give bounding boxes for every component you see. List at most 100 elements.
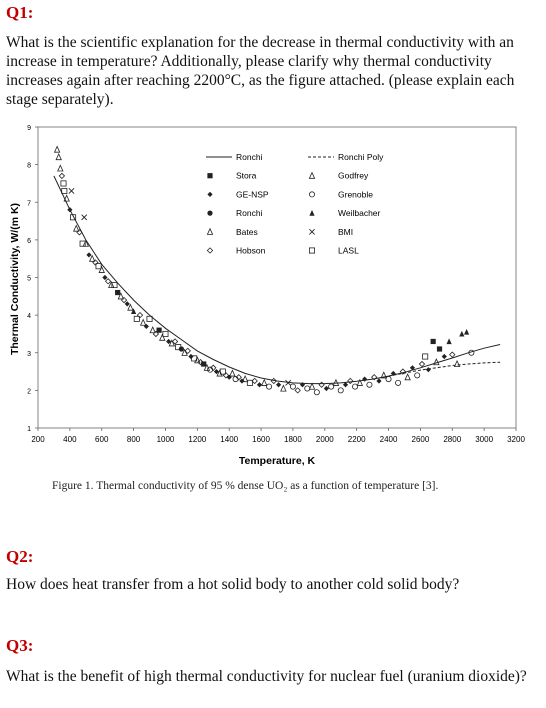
- data-point: [143, 323, 149, 330]
- data-point: [184, 347, 191, 355]
- data-point: [395, 379, 402, 386]
- data-point: [73, 224, 80, 232]
- y-tick-label: 7: [27, 200, 31, 207]
- x-tick-label: 1800: [284, 435, 302, 444]
- data-point: [318, 381, 325, 388]
- q1-heading: Q1:: [6, 3, 34, 22]
- x-tick-label: 1600: [252, 435, 270, 444]
- q2-heading: Q2:: [6, 547, 34, 566]
- data-point: [446, 338, 452, 345]
- x-tick-label: 2400: [380, 435, 398, 444]
- data-point: [124, 301, 130, 307]
- data-point: [328, 383, 335, 390]
- data-point: [275, 382, 282, 388]
- data-point: [159, 333, 166, 341]
- x-tick-label: 3200: [507, 435, 525, 444]
- y-axis-label: Thermal Conductivity, W/(m K): [9, 203, 21, 355]
- ronchi-poly-fit-line: [388, 361, 501, 377]
- x-tick-label: 2000: [316, 435, 334, 444]
- legend-marker: [207, 210, 213, 216]
- y-tick-label: 9: [27, 125, 31, 132]
- data-point: [76, 229, 83, 236]
- data-point: [162, 330, 169, 337]
- x-tick-label: 2200: [348, 435, 366, 444]
- legend-label: Bates: [236, 227, 258, 237]
- legend-label: GE-NSP: [236, 189, 269, 199]
- plot-frame: [37, 126, 517, 429]
- data-point: [404, 373, 411, 381]
- data-point: [352, 383, 359, 390]
- data-point: [459, 330, 465, 337]
- data-point: [168, 339, 176, 347]
- data-point: [81, 214, 88, 221]
- data-point: [156, 327, 162, 333]
- legend-label: Ronchi Poly: [338, 152, 384, 162]
- data-point: [127, 303, 134, 311]
- data-point: [133, 315, 140, 322]
- data-point: [266, 383, 273, 390]
- data-point: [280, 384, 287, 392]
- data-point: [152, 330, 160, 338]
- data-point: [464, 328, 470, 335]
- data-point: [53, 145, 61, 153]
- data-point: [79, 240, 86, 247]
- x-tick-label: 2800: [443, 435, 461, 444]
- q3-text: What is the benefit of high thermal cond…: [6, 668, 527, 685]
- data-point: [409, 365, 416, 371]
- data-point: [207, 366, 214, 373]
- legend-marker: [308, 191, 315, 198]
- legend-label: Grenoble: [338, 189, 373, 199]
- data-point: [362, 376, 368, 382]
- data-point: [399, 368, 407, 375]
- y-tick-label: 2: [27, 388, 31, 395]
- x-axis-label: Temperature, K: [239, 455, 316, 467]
- data-point: [63, 194, 70, 202]
- data-point: [422, 353, 429, 360]
- legend-marker: [309, 210, 315, 216]
- data-point: [178, 346, 184, 352]
- data-point: [67, 207, 73, 213]
- legend-marker: [207, 173, 213, 179]
- data-point: [210, 364, 217, 371]
- data-point: [60, 180, 67, 187]
- data-point: [289, 383, 296, 390]
- data-point: [241, 375, 249, 383]
- data-point: [285, 379, 292, 386]
- legend-label: Godfrey: [338, 171, 369, 181]
- y-tick-label: 8: [27, 163, 31, 170]
- legend-marker: [308, 247, 315, 254]
- data-point: [232, 376, 239, 383]
- data-point: [131, 308, 137, 314]
- data-point: [188, 353, 194, 360]
- q1-text: What is the scientific explanation for t…: [6, 34, 515, 108]
- data-point: [98, 265, 105, 273]
- data-point: [414, 372, 421, 379]
- thermal-conductivity-chart: 200 400 600 800 1000 1200 1400 1600 1800 2000 2200…: [9, 125, 525, 467]
- legend-marker: [207, 191, 213, 197]
- data-point: [102, 274, 108, 281]
- legend-label: Weilbacher: [338, 208, 381, 218]
- legend-label: Hobson: [236, 246, 266, 256]
- data-point: [366, 381, 373, 388]
- q2-text: How does heat transfer from a hot solid …: [6, 576, 460, 593]
- data-point: [376, 378, 382, 384]
- data-point: [270, 377, 277, 385]
- data-point: [57, 164, 64, 172]
- data-point: [136, 311, 144, 319]
- data-point: [246, 379, 253, 386]
- data-point: [323, 385, 329, 392]
- y-tick-label: 3: [27, 351, 31, 358]
- legend-label: BMI: [338, 227, 353, 237]
- data-point: [337, 387, 344, 394]
- data-point: [61, 187, 68, 194]
- x-tick-label: 3000: [475, 435, 493, 444]
- data-point: [468, 349, 475, 356]
- data-point: [70, 214, 77, 221]
- data-point: [115, 289, 121, 296]
- y-tick-label: 1: [27, 426, 31, 433]
- q3-heading: Q3:: [6, 636, 34, 655]
- data-point: [433, 358, 440, 366]
- data-point: [216, 369, 223, 377]
- data-point: [299, 382, 306, 388]
- data-point: [86, 252, 92, 258]
